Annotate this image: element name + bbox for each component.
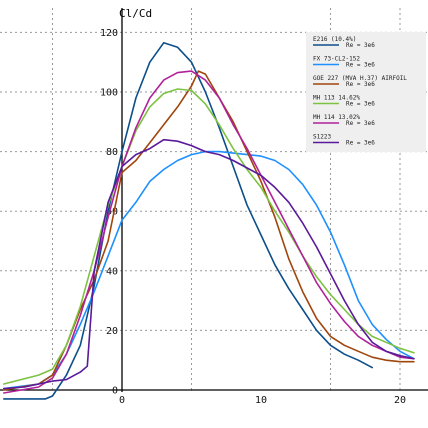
y-axis-label: Cl/Cd — [119, 7, 152, 20]
legend-series-name: FX 73-CL2-152 — [313, 56, 360, 63]
axes — [0, 8, 428, 392]
y-tick-label: 100 — [100, 88, 118, 99]
y-tick-label: 60 — [106, 207, 118, 218]
legend-series-name: S1223 — [313, 134, 331, 141]
legend-series-name: GOE 227 (MVA H.37) AIRFOIL — [313, 75, 407, 82]
series-line — [3, 88, 415, 385]
series-line — [3, 70, 415, 394]
legend-re-label: Re = 3e6 — [346, 140, 375, 147]
legend-re-label: Re = 3e6 — [346, 120, 375, 127]
series-line — [3, 70, 415, 391]
legend-re-label: Re = 3e6 — [346, 42, 375, 49]
legend-series-name: MH 113 14.62% — [313, 95, 360, 102]
y-tick-label: 120 — [100, 28, 118, 39]
y-tick-label: 20 — [106, 326, 118, 337]
legend-series-name: MH 114 13.02% — [313, 114, 360, 121]
x-tick-label: 0 — [119, 395, 125, 406]
legend-re-label: Re = 3e6 — [346, 101, 375, 108]
legend-re-label: Re = 3e6 — [346, 62, 375, 69]
tick-labels: 0 20 40 60 80 100 120 0 10 20 — [100, 28, 406, 406]
series-line — [3, 138, 415, 390]
x-tick-label: 10 — [255, 395, 267, 406]
legend-re-label: Re = 3e6 — [346, 81, 375, 88]
series-lines — [3, 42, 415, 400]
series-line — [3, 150, 415, 390]
x-tick-label: 20 — [394, 395, 406, 406]
legend-series-name: E216 (10.4%) — [313, 36, 356, 43]
y-tick-label: 80 — [106, 147, 118, 158]
y-tick-label: 0 — [112, 386, 118, 397]
series-line — [3, 42, 373, 400]
legend-box — [306, 32, 426, 152]
y-tick-label: 40 — [106, 266, 118, 277]
